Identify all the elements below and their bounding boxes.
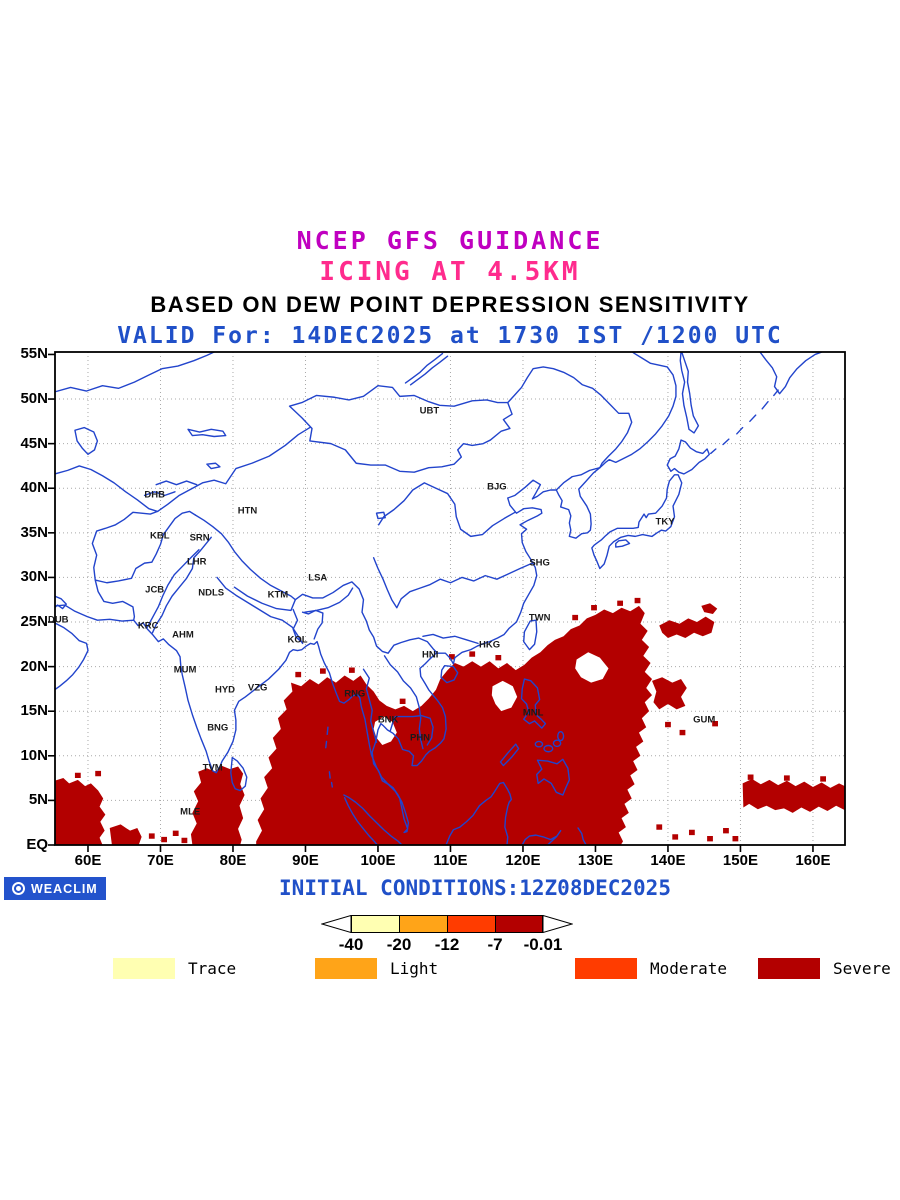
lat-tick-label: 40N [20,479,48,497]
title-method: BASED ON DEW POINT DEPRESSION SENSITIVIT… [150,292,750,317]
station-label: KRC [137,620,159,632]
lon-tick-label: 90E [292,852,319,869]
station-label: KOL [287,634,308,646]
lat-tick-label: 20N [20,657,48,675]
station-label: UBT [419,405,440,417]
lon-tick-label: 140E [650,852,686,869]
lat-tick-label: 15N [20,702,48,720]
title-product: ICING AT 4.5KM [319,257,581,287]
colorbar-left-arrow [321,915,351,933]
station-label: KBL [149,530,170,541]
station-label: TKY [655,516,675,528]
colorbar-value: -40 [338,935,364,954]
legend-item: Trace [113,958,236,979]
title-model: NCEP GFS GUIDANCE [296,226,604,255]
station-label: HTN [237,505,258,517]
colorbar-cells [351,915,543,933]
lat-tick-label: 45N [20,434,48,452]
lon-tick-label: 60E [74,852,102,869]
map-frame [54,351,846,846]
station-label: TVM [202,762,223,774]
station-label: VZG [247,682,268,694]
weaclim-logo: WEACLIM [4,877,106,900]
lon-tick-label: 120E [505,852,541,869]
lon-tick-label: 100E [360,852,396,869]
legend-label: Moderate [650,959,728,978]
station-label: JCB [145,584,165,596]
legend-item: Moderate [575,958,727,979]
legend-label: Trace [188,959,237,978]
station-label: DHB [144,489,165,501]
station-label: TWN [528,612,551,624]
lat-tick-label: 30N [20,568,48,586]
station-label: RNG [344,688,366,700]
legend-swatch [758,958,820,979]
colorbar-value: -7 [487,935,503,954]
colorbar: -40 -20 -12 -7 -0.01 [321,915,573,959]
colorbar-cell [351,915,399,933]
legend-swatch [315,958,377,979]
legend-label: Severe [833,959,891,978]
station-label: MUM [173,664,197,676]
legend-item: Light [315,958,438,979]
colorbar-cell [495,915,543,933]
weaclim-logo-text: WEACLIM [31,881,98,896]
severity-legend: Trace Light Moderate Severe [0,958,900,984]
station-label: AHM [172,629,194,641]
legend-item: Severe [758,958,891,979]
colorbar-right-arrow [543,915,573,933]
lat-tick-label: 25N [20,613,48,631]
lat-tick-label: 10N [20,746,48,764]
station-label: MLE [180,806,201,818]
axis-ticks [48,353,814,852]
station-label: SRN [189,532,210,544]
colorbar-value: -12 [434,935,460,954]
lat-tick-label: 35N [20,523,48,541]
asia-icing-map [48,351,846,852]
station-label: HNI [421,649,439,661]
legend-swatch [113,958,175,979]
lat-tick-label: EQ [26,836,48,853]
station-label: HYD [214,684,236,696]
station-label: BNK [377,714,399,726]
station-label: LHR [186,556,207,568]
lon-tick-label: 70E [147,852,174,869]
lon-tick-label: 150E [722,852,758,869]
legend-swatch [575,958,637,979]
station-label: GUM [693,714,716,726]
weaclim-logo-icon [12,882,25,895]
station-label: SHG [529,557,550,569]
legend-label: Light [390,959,439,978]
station-label: LSA [308,572,328,584]
station-label: PHN [409,732,431,744]
coastlines-and-borders [55,352,822,845]
station-label: DUB [47,614,69,626]
lon-tick-label: 110E [433,852,468,869]
station-label: NDLS [198,587,225,599]
lat-tick-label: 55N [20,345,48,363]
colorbar-cell [399,915,447,933]
title-valid-time: VALID For: 14DEC2025 at 1730 IST /1200 U… [117,323,783,349]
colorbar-value: -0.01 [523,935,563,954]
lon-tick-label: 130E [577,852,613,869]
lon-tick-label: 80E [219,852,247,869]
station-label: BNG [207,722,229,734]
station-label: MNL [522,707,544,719]
lat-tick-label: 50N [20,390,48,408]
lat-tick-label: 5N [28,791,48,809]
station-label: BJG [487,481,507,493]
colorbar-value: -20 [386,935,412,954]
station-label: KTM [267,589,289,601]
station-label: HKG [479,639,501,651]
colorbar-cell [447,915,495,933]
initial-conditions-text: INITIAL CONDITIONS:12Z08DEC2025 [279,876,671,900]
lon-tick-label: 160E [795,852,831,869]
